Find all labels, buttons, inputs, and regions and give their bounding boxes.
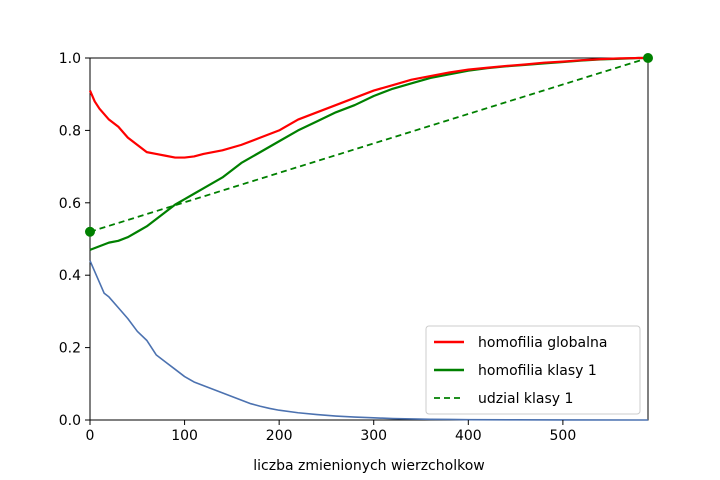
series-line-homofilia-klasy-1 [89, 56, 648, 251]
series-line-homofilia-globalna [88, 56, 648, 159]
y-tick-label: 0.2 [59, 341, 81, 357]
legend-box [425, 325, 641, 415]
legend-label: udzial klasy 1 [478, 391, 573, 407]
plot-area [85, 53, 653, 421]
marker-layer [85, 53, 653, 237]
data-point-marker [85, 226, 95, 237]
y-tick-label: 0.6 [59, 196, 81, 212]
y-tick-label: 0.4 [59, 268, 81, 284]
plot-frame [89, 57, 649, 421]
y-tick-label: 0.0 [59, 413, 81, 429]
x-tick-label: 300 [360, 428, 387, 444]
series-layer [88, 56, 649, 421]
x-axis-ticks: 0 100 200 300 400 500 [86, 420, 577, 444]
x-tick-label: 100 [171, 428, 198, 444]
x-tick-label: 200 [266, 428, 293, 444]
y-tick-label: 1.0 [59, 51, 81, 67]
x-tick-label: 0 [86, 428, 95, 444]
series-line-udzial-klasy-1 [89, 57, 649, 233]
x-tick-label: 500 [550, 428, 577, 444]
data-point-marker [643, 53, 653, 63]
x-axis-label: liczba zmienionych wierzcholkow [253, 458, 484, 474]
series-line-unlabeled [89, 260, 649, 421]
y-tick-label: 0.8 [59, 123, 81, 139]
legend-label: homofilia globalna [478, 335, 607, 351]
x-tick-label: 400 [455, 428, 482, 444]
legend: homofilia globalna homofilia klasy 1 udzia… [425, 325, 641, 415]
legend-label: homofilia klasy 1 [478, 363, 597, 379]
y-axis-ticks: 0.0 0.2 0.4 0.6 0.8 1.0 [59, 51, 90, 429]
